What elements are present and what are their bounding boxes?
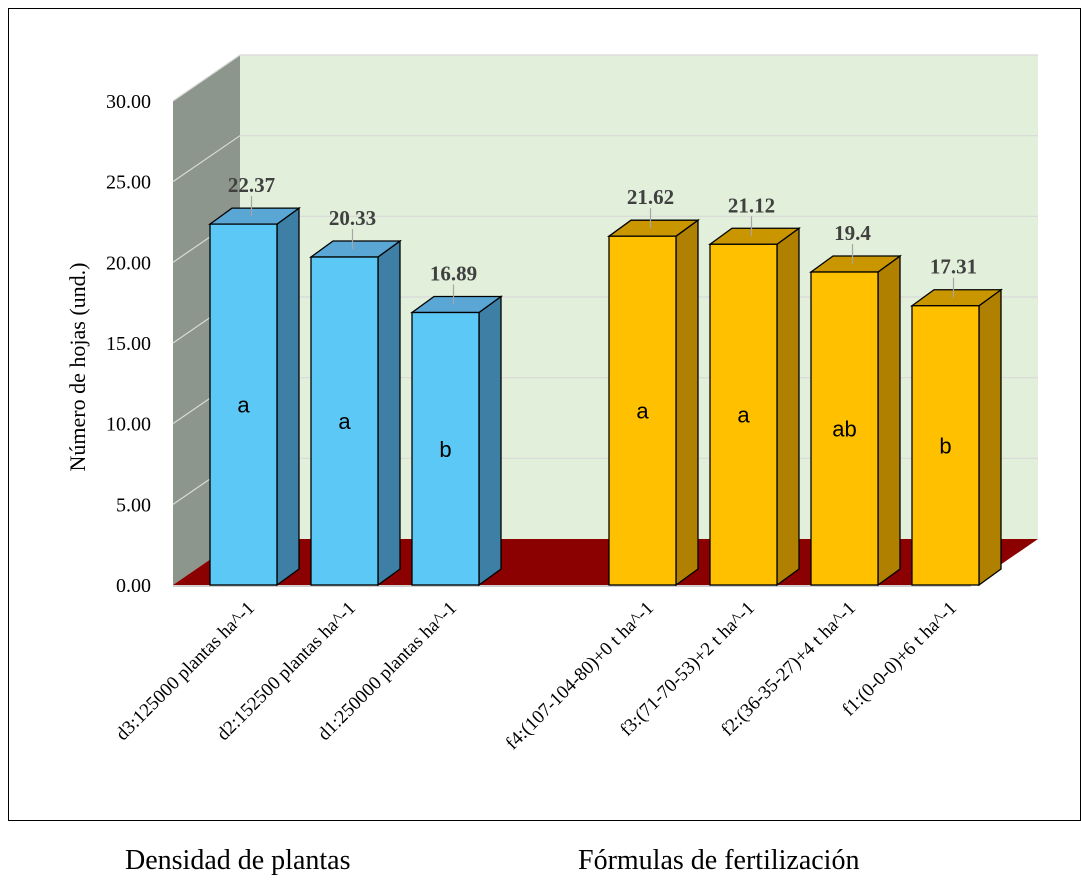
y-axis-ticks: 0.00 5.00 10.00 15.00 20.00 25.00 30.00 (106, 91, 151, 597)
bar-side-face (978, 288, 1002, 587)
y-tick-label: 10.00 (106, 414, 151, 436)
floor (173, 539, 1038, 585)
bar-front-face (911, 305, 980, 586)
significance-letter: ab (832, 417, 856, 442)
bar-front-face (310, 256, 379, 586)
bar: 20.33 a (309, 206, 402, 587)
bar-chart: 0.00 5.00 10.00 15.00 20.00 25.00 30.00 22.37 a… (65, 54, 1038, 754)
category-label: f1:(0-0-0)+6 t ha^-1 (838, 598, 961, 721)
bars: 22.37 a 20.33 a 16.89 b 21.62 a 21.12 a 19.4 ab 17.3… (208, 173, 1003, 587)
data-label: 22.37 (228, 173, 275, 197)
y-tick-label: 30.00 (106, 91, 151, 113)
chart-walls (173, 55, 1038, 587)
significance-letter: b (939, 433, 951, 458)
bar-side-face (377, 239, 401, 587)
bar: 19.4 ab (809, 221, 902, 587)
category-labels: d3:125000 plantas ha^-1d2:152500 plantas… (112, 598, 961, 754)
data-label: 21.12 (728, 193, 775, 217)
significance-letter: a (636, 399, 649, 424)
bar-side-face (877, 254, 901, 587)
group-title-density: Densidad de plantas (125, 845, 351, 876)
bar-side-face (776, 226, 800, 587)
bar-front-face (209, 223, 278, 586)
y-tick-label: 25.00 (106, 172, 151, 194)
bar-side-face (478, 295, 502, 587)
significance-letter: a (237, 393, 250, 418)
y-tick-label: 20.00 (106, 252, 151, 274)
bar-front-face (411, 311, 480, 586)
significance-letter: a (737, 403, 750, 428)
bar: 17.31 b (910, 255, 1003, 587)
group-title-fertilization: Fórmulas de fertilización (578, 845, 860, 876)
bar: 21.12 a (708, 193, 801, 587)
chart-frame: 0.00 5.00 10.00 15.00 20.00 25.00 30.00 22.37 a… (8, 8, 1081, 821)
y-tick-label: 15.00 (106, 333, 151, 355)
y-tick-label: 0.00 (116, 575, 151, 597)
significance-letter: b (439, 437, 451, 462)
bar-front-face (608, 235, 677, 586)
bar: 16.89 b (410, 262, 503, 587)
data-label: 21.62 (627, 185, 674, 209)
bar: 22.37 a (208, 173, 301, 587)
data-label: 19.4 (834, 221, 871, 245)
grid-line (172, 135, 1038, 183)
bar-front-face (810, 271, 879, 586)
y-axis-title: Número de hojas (und.) (65, 263, 90, 472)
data-label: 20.33 (329, 206, 376, 230)
bar-front-face (709, 243, 778, 586)
data-label: 16.89 (430, 262, 477, 286)
bar-side-face (675, 218, 699, 587)
bar-side-face (276, 206, 300, 587)
bar: 21.62 a (607, 185, 700, 587)
y-tick-label: 5.00 (116, 494, 151, 516)
significance-letter: a (338, 409, 351, 434)
grid-line (172, 54, 1038, 102)
data-label: 17.31 (930, 255, 977, 279)
